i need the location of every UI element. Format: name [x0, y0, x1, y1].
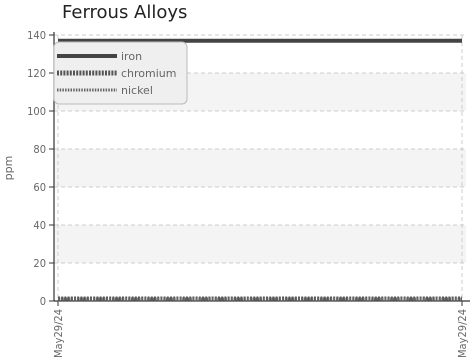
y-tick-label: 60	[33, 181, 46, 194]
plot-band	[54, 149, 466, 187]
legend-label-nickel: nickel	[121, 84, 153, 97]
plot-bands	[54, 73, 466, 263]
grid-lines	[54, 34, 466, 301]
x-tick-label: May29/24	[456, 309, 469, 358]
y-tick-label: 140	[27, 29, 46, 42]
y-ticks: 0 20 40 60 80 100 120 140	[27, 29, 54, 308]
y-tick-label: 20	[33, 257, 46, 270]
x-ticks: May29/24 May29/24	[52, 301, 469, 358]
legend-label-chromium: chromium	[121, 67, 177, 80]
y-tick-label: 0	[40, 295, 46, 308]
y-tick-label: 40	[33, 219, 46, 232]
y-tick-label: 80	[33, 143, 46, 156]
y-axis-label: ppm	[2, 156, 15, 181]
legend: iron chromium nickel	[53, 41, 188, 105]
series-lines	[58, 38, 462, 302]
y-tick-label: 120	[27, 67, 46, 80]
legend-label-iron: iron	[121, 50, 142, 63]
y-tick-label: 100	[27, 105, 46, 118]
x-tick-label: May29/24	[52, 309, 65, 358]
chart-title: Ferrous Alloys	[62, 2, 188, 23]
plot-band	[54, 225, 466, 263]
